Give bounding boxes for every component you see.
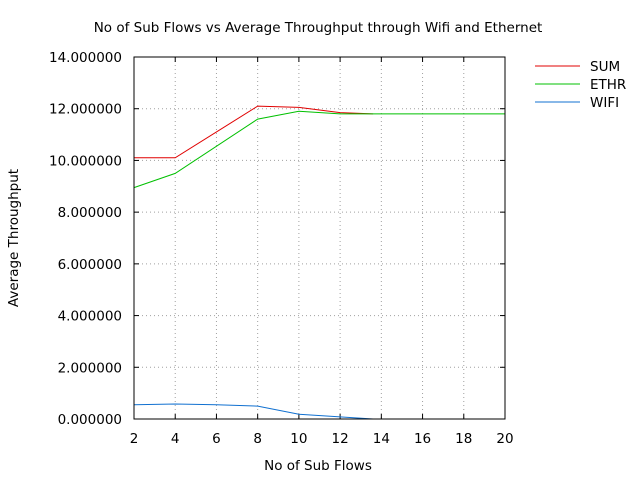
y-tick-label: 10.000000 <box>49 153 122 169</box>
x-axis-label: No of Sub Flows <box>264 458 372 474</box>
x-tick-label: 18 <box>455 431 472 447</box>
plot-frame <box>133 56 506 420</box>
y-tick-label: 8.000000 <box>58 205 122 221</box>
axis-ticks <box>133 56 506 420</box>
grid <box>134 57 505 419</box>
x-tick-label: 20 <box>496 431 513 447</box>
legend: SUM ETHR WIFI <box>535 59 626 111</box>
legend-label-sum: SUM <box>590 59 620 75</box>
y-tick-labels: 0.000000 2.000000 4.000000 6.000000 8.000000… <box>49 50 122 428</box>
legend-label-wifi: WIFI <box>590 95 619 111</box>
y-tick-label: 2.000000 <box>58 360 122 376</box>
x-tick-labels: 2 4 6 8 10 12 14 16 18 20 <box>130 431 514 447</box>
y-tick-label: 6.000000 <box>58 257 122 273</box>
legend-label-ethr: ETHR <box>590 77 626 93</box>
y-tick-label: 12.000000 <box>49 102 122 118</box>
series-line-sum <box>134 105 374 159</box>
series-line-ethr <box>133 110 505 189</box>
series-line-wifi <box>133 403 374 420</box>
x-tick-label: 16 <box>414 431 431 447</box>
x-tick-label: 10 <box>290 431 307 447</box>
x-tick-label: 4 <box>171 431 180 447</box>
series-lines <box>133 105 505 420</box>
x-tick-label: 14 <box>373 431 390 447</box>
y-tick-label: 4.000000 <box>58 309 122 325</box>
x-tick-label: 2 <box>130 431 139 447</box>
y-axis-label: Average Throughput <box>6 169 22 307</box>
x-tick-label: 12 <box>332 431 349 447</box>
y-tick-label: 14.000000 <box>49 50 122 66</box>
x-tick-label: 8 <box>253 431 262 447</box>
y-tick-label: 0.000000 <box>58 412 122 428</box>
x-tick-label: 6 <box>212 431 221 447</box>
chart-title: No of Sub Flows vs Average Throughput th… <box>94 20 543 36</box>
